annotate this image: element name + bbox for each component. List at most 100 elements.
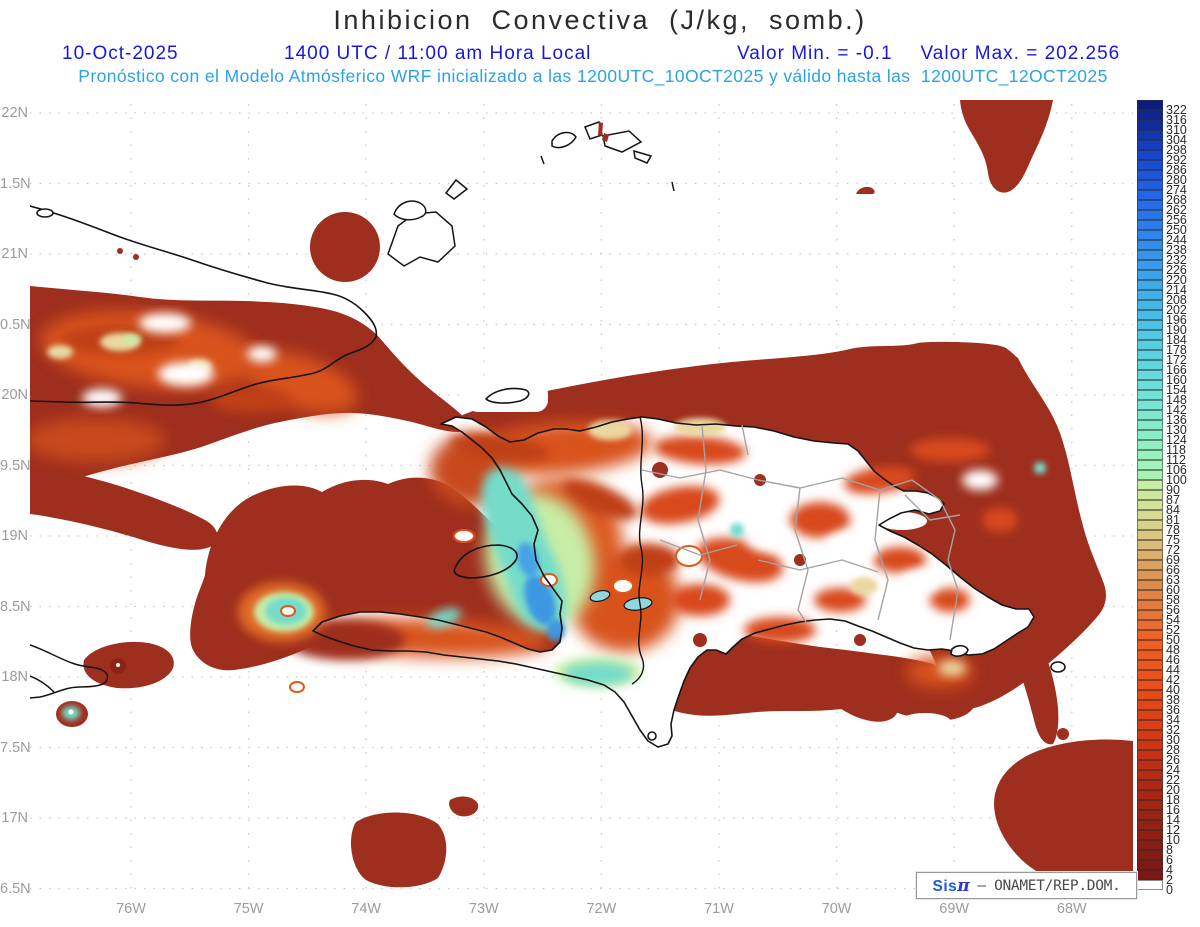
colorbar-cell [1137, 770, 1163, 780]
colorbar-tick-label: 286 [1166, 163, 1187, 177]
colorbar-tick-label: 32 [1166, 723, 1180, 737]
colorbar-tick-label: 66 [1166, 563, 1180, 577]
shading-small-blob [856, 186, 875, 194]
colorbar-cell [1137, 150, 1163, 160]
colorbar-cell [1137, 220, 1163, 230]
colorbar-cell [1137, 200, 1163, 210]
lat-tick-label: 8.5N [0, 598, 31, 615]
shading-haiti [285, 420, 680, 687]
colorbar-cell [1137, 830, 1163, 840]
colorbar-cell [1137, 650, 1163, 660]
colorbar-tick-label: 26 [1166, 753, 1180, 767]
caicos-hook-outline [551, 131, 577, 149]
colorbar-tick-label: 56 [1166, 603, 1180, 617]
colorbar-cell [1137, 810, 1163, 820]
colorbar-cell [1137, 530, 1163, 540]
colorbar-cell [1137, 550, 1163, 560]
beata-islet-outline [647, 731, 657, 741]
page-title: Inhibicion Convectiva (J/kg, somb.) [333, 5, 867, 35]
colorbar-tick-label: 63 [1166, 573, 1180, 587]
colorbar-tick-label: 30 [1166, 733, 1180, 747]
colorbar-cell [1137, 340, 1163, 350]
coastline-cuba [30, 205, 378, 406]
colorbar-tick-label: 84 [1166, 503, 1180, 517]
colorbar-tick-label: 118 [1166, 443, 1186, 457]
colorbar-tick-label: 14 [1166, 813, 1180, 827]
shading-cuba [30, 248, 468, 550]
colorbar-cell [1137, 510, 1163, 520]
model-subtitle: Pronóstico con el Modelo Atmósferico WRF… [78, 66, 1108, 86]
colorbar-cell [1137, 640, 1163, 650]
lat-tick-label: 7.5N [0, 739, 31, 756]
colorbar-cell [1137, 250, 1163, 260]
colorbar-tick-label: 310 [1166, 123, 1187, 137]
colorbar-cell [1137, 790, 1163, 800]
colorbar-tick-label: 38 [1166, 693, 1180, 707]
watermark-box: Sisπ – ONAMET/REP.DOM. [916, 872, 1137, 899]
dr-province-borders [641, 424, 961, 641]
lon-tick-label: 75W [233, 901, 264, 917]
gonave-island-outline [453, 544, 518, 579]
colorbar-tick-label: 202 [1166, 303, 1187, 317]
colorbar-tick-label: 36 [1166, 703, 1180, 717]
coastline-hispaniola [312, 387, 1066, 748]
lake-enriquillo-outline [623, 597, 653, 611]
colorbar-cell [1137, 460, 1163, 470]
colorbar-cell [1137, 670, 1163, 680]
colorbar-cell [1137, 300, 1163, 310]
caicos-main-outline [602, 130, 643, 153]
saona-island-outline [950, 644, 969, 657]
lat-tick-label: 18N [1, 669, 28, 685]
colorbar-cell [1137, 190, 1163, 200]
colorbar-tick-label: 124 [1166, 433, 1187, 447]
colorbar-cell [1137, 590, 1163, 600]
colorbar-tick-label: 250 [1166, 223, 1187, 237]
colorbar-cell [1137, 660, 1163, 670]
colorbar-cell [1137, 470, 1163, 480]
colorbar-tick-label: 238 [1166, 243, 1187, 257]
colorbar-tick-label: 100 [1166, 473, 1187, 487]
colorbar-cell [1137, 130, 1163, 140]
colorbar-cell [1137, 520, 1163, 530]
colorbar-tick-label: 268 [1166, 193, 1187, 207]
lon-tick-label: 70W [821, 901, 852, 917]
colorbar-tick-label: 16 [1166, 803, 1180, 817]
colorbar-tick-label: 75 [1166, 533, 1180, 547]
colorbar-cell [1137, 390, 1163, 400]
colorbar-cell [1137, 230, 1163, 240]
colorbar-tick-label: 52 [1166, 623, 1180, 637]
colorbar-tick-label: 58 [1166, 593, 1180, 607]
colorbar-tick-label: 90 [1166, 483, 1180, 497]
colorbar-cell [1137, 870, 1163, 880]
lat-tick-label: 9.5N [0, 457, 31, 474]
colorbar-cell [1137, 480, 1163, 490]
colorbar-cell [1137, 100, 1163, 110]
colorbar-tick-label: 50 [1166, 633, 1180, 647]
colorbar-cell [1137, 610, 1163, 620]
colorbar-cell [1137, 240, 1163, 250]
colorbar-cell [1137, 140, 1163, 150]
valor-minmax: Valor Min. = -0.1 Valor Max. = 202.256 [737, 43, 1120, 64]
island-outlines [387, 121, 675, 267]
colorbar-cell [1137, 690, 1163, 700]
colorbar-cell [1137, 760, 1163, 770]
shading-windward-passage-blob [310, 212, 380, 282]
shading-south-bulge [814, 660, 899, 722]
shading-topright-blob [960, 100, 1053, 193]
colorbar-tick-label: 54 [1166, 613, 1180, 627]
colorbar-tick-label: 24 [1166, 763, 1180, 777]
colorbar-tick-label: 8 [1166, 843, 1173, 857]
colorbar-cell [1137, 740, 1163, 750]
colorbar-cell [1137, 620, 1163, 630]
colorbar-cell [1137, 540, 1163, 550]
colorbar-cell [1137, 260, 1163, 270]
colorbar-tick-label: 262 [1166, 203, 1187, 217]
lon-tick-label: 68W [1056, 901, 1087, 917]
colorbar-tick-label: 0 [1166, 883, 1173, 897]
colorbar-tick-label: 44 [1166, 663, 1180, 677]
colorbar-tick-label: 280 [1166, 173, 1187, 187]
colorbar-cell [1137, 270, 1163, 280]
colorbar-tick-label: 184 [1166, 333, 1187, 347]
colorbar-cell [1137, 290, 1163, 300]
